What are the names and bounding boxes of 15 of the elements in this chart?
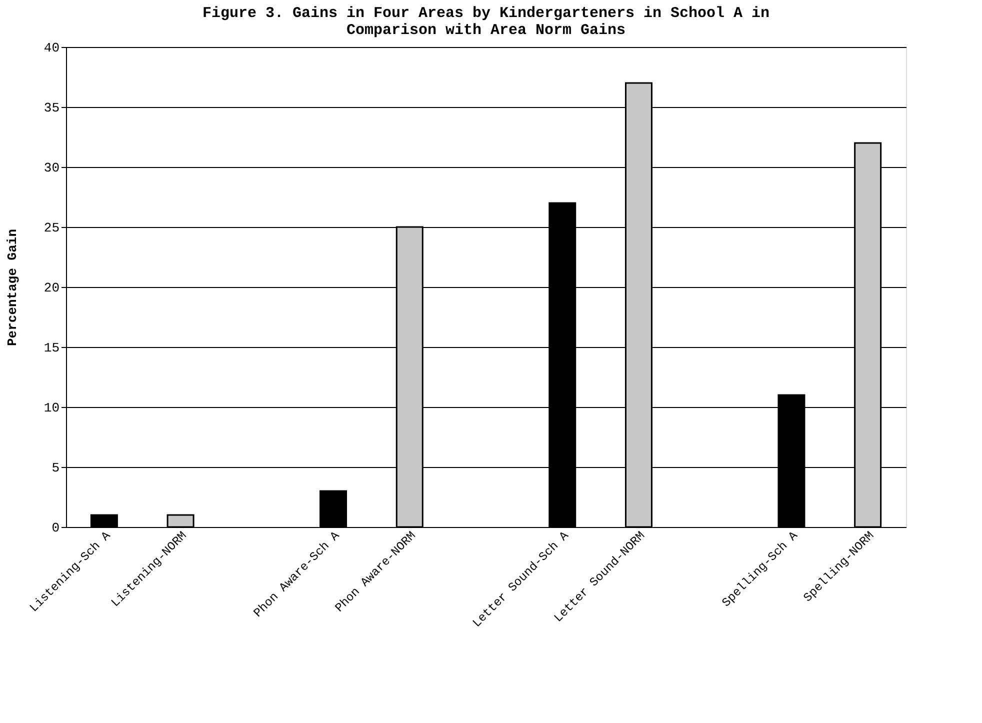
bar	[320, 490, 348, 528]
y-tick-label: 25	[44, 220, 60, 236]
y-tick-label: 10	[44, 400, 60, 416]
y-tick-label: 40	[44, 40, 60, 56]
y-tick-label: 35	[44, 100, 60, 116]
y-tick-label: 30	[44, 160, 60, 176]
y-axis-title: Percentage Gain	[4, 228, 20, 346]
y-tick-label: 15	[44, 340, 60, 356]
text: Figure 3. Gains in Four Areas by Kindergarteners in School A in	[202, 5, 770, 22]
bar	[90, 514, 118, 528]
text: Comparison with Area Norm Gains	[346, 22, 626, 39]
bar	[166, 514, 194, 528]
y-tick-label: 0	[52, 520, 60, 536]
y-tick-label: 5	[52, 460, 60, 476]
y-tick-label: 20	[44, 280, 60, 296]
